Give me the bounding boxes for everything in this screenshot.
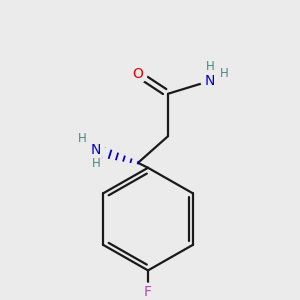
Text: H: H [206,60,214,73]
Circle shape [87,141,105,159]
Text: O: O [133,67,143,81]
Circle shape [139,283,157,300]
Text: H: H [92,157,100,170]
Text: F: F [144,285,152,299]
Circle shape [201,72,219,90]
Text: H: H [78,132,86,145]
Text: N: N [91,143,101,157]
Text: N: N [205,74,215,88]
Text: H: H [220,67,228,80]
Circle shape [129,65,147,83]
